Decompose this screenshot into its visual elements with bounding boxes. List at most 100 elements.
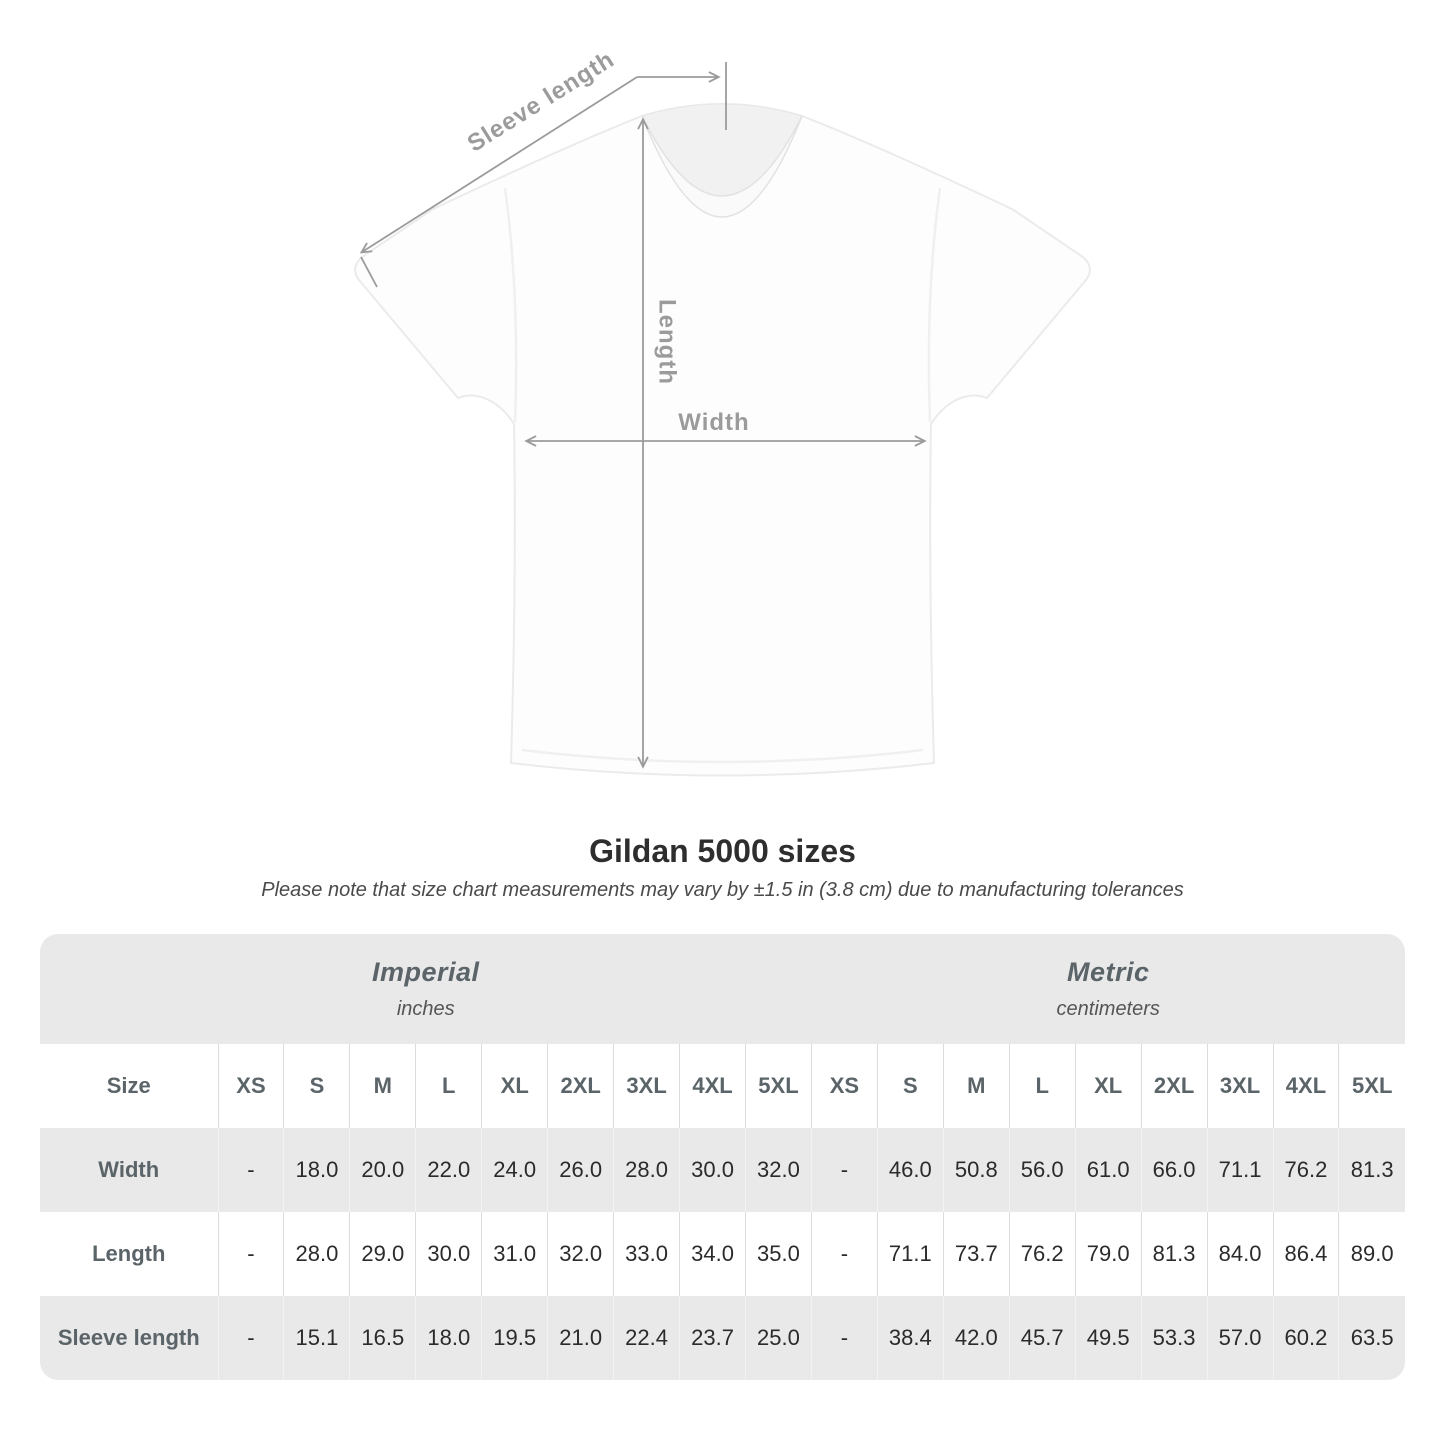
table-cell: 22.4 — [613, 1296, 680, 1381]
table-cell: 26.0 — [547, 1128, 614, 1213]
table-cell: - — [810, 1296, 878, 1381]
table-cell: - — [810, 1212, 878, 1297]
col-header-metric-xs: XS — [810, 1044, 878, 1129]
col-header-imperial-xl: XL — [481, 1044, 548, 1129]
table-cell: 45.7 — [1008, 1296, 1076, 1381]
page-title: Gildan 5000 sizes — [589, 833, 856, 869]
col-header-metric-4xl: 4XL — [1272, 1044, 1339, 1129]
width-label: Width — [678, 409, 749, 436]
table-cell: 18.0 — [415, 1296, 482, 1381]
table-cell: 50.8 — [942, 1128, 1010, 1213]
table-cell: 42.0 — [942, 1296, 1010, 1381]
table-cell: 15.1 — [283, 1296, 350, 1381]
table-cell: 84.0 — [1206, 1212, 1273, 1297]
metric-label: Metric — [1066, 957, 1150, 988]
table-cell: 79.0 — [1074, 1212, 1142, 1297]
table-cell: 61.0 — [1074, 1128, 1142, 1213]
table-cell: 32.0 — [745, 1128, 812, 1213]
table-cell: 53.3 — [1140, 1296, 1208, 1381]
table-cell: 76.2 — [1008, 1212, 1076, 1297]
table-cell: 16.5 — [349, 1296, 416, 1381]
tolerance-note: Please note that size chart measurements… — [261, 879, 1184, 902]
measurement-arrows — [359, 62, 927, 769]
table-cell: 56.0 — [1008, 1128, 1076, 1213]
col-header-metric-xl: XL — [1074, 1044, 1142, 1129]
col-header-metric-s: S — [876, 1044, 944, 1129]
table-cell: 73.7 — [942, 1212, 1010, 1297]
table-cell: - — [810, 1128, 878, 1213]
table-cell: 76.2 — [1272, 1128, 1339, 1213]
table-cell: 28.0 — [283, 1212, 350, 1297]
hem-stitch — [521, 748, 924, 764]
table-cell: - — [217, 1296, 284, 1381]
size-column-header: Size — [40, 1044, 218, 1129]
table-cell: 71.1 — [1206, 1128, 1273, 1213]
table-cell: 71.1 — [876, 1212, 944, 1297]
row-label-width: Width — [98, 1157, 160, 1183]
tshirt-graphic — [354, 103, 1091, 777]
col-header-imperial-4xl: 4XL — [679, 1044, 746, 1129]
tshirt-diagram: Sleeve length Length Width — [354, 46, 1091, 777]
table-cell: 29.0 — [349, 1212, 416, 1297]
row-label-sleeve-length: Sleeve length — [57, 1325, 200, 1351]
collar-band — [641, 115, 803, 218]
metric-unit: centimeters — [1056, 998, 1160, 1021]
table-cell: 86.4 — [1272, 1212, 1339, 1297]
col-header-metric-2xl: 2XL — [1140, 1044, 1208, 1129]
table-cell: 38.4 — [876, 1296, 944, 1381]
length-row: Length - 28.0 29.0 30.0 31.0 32.0 33.0 3… — [40, 1212, 1405, 1297]
sleeve-length-row: Sleeve length - 15.1 16.5 18.0 19.5 21.0… — [40, 1296, 1405, 1381]
table-cell: 18.0 — [283, 1128, 350, 1213]
imperial-unit: inches — [396, 998, 455, 1021]
col-header-imperial-5xl: 5XL — [745, 1044, 812, 1129]
table-cell: 49.5 — [1074, 1296, 1142, 1381]
size-chart-table-container: Imperial inches Metric centimeters Size … — [40, 934, 1405, 1381]
table-cell: 30.0 — [679, 1128, 746, 1213]
table-cell: - — [217, 1212, 284, 1297]
table-cell: 31.0 — [481, 1212, 548, 1297]
table-cell: 33.0 — [613, 1212, 680, 1297]
col-header-imperial-3xl: 3XL — [613, 1044, 680, 1129]
row-label-length: Length — [92, 1241, 166, 1267]
table-cell: 89.0 — [1338, 1212, 1405, 1297]
col-header-imperial-xs: XS — [217, 1044, 284, 1129]
width-row: Width - 18.0 20.0 22.0 24.0 26.0 28.0 30… — [40, 1128, 1405, 1213]
size-chart-table: Imperial inches Metric centimeters Size … — [40, 934, 1405, 1381]
table-cell: 24.0 — [481, 1128, 548, 1213]
table-cell: 35.0 — [745, 1212, 812, 1297]
sleeve-length-arrow — [359, 76, 638, 254]
col-header-metric-3xl: 3XL — [1206, 1044, 1273, 1129]
table-cell: 21.0 — [547, 1296, 614, 1381]
col-header-imperial-l: L — [415, 1044, 482, 1129]
table-cell: 22.0 — [415, 1128, 482, 1213]
col-header-metric-m: M — [942, 1044, 1010, 1129]
col-header-imperial-m: M — [349, 1044, 416, 1129]
size-header-row: Size XS S M L XL 2XL 3XL 4XL 5XL XS S M … — [40, 1044, 1405, 1129]
table-cell: 63.5 — [1338, 1296, 1405, 1381]
sleeve-length-tick — [360, 256, 378, 288]
table-cell: 66.0 — [1140, 1128, 1208, 1213]
col-header-imperial-2xl: 2XL — [547, 1044, 614, 1129]
table-cell: 60.2 — [1272, 1296, 1339, 1381]
table-cell: 19.5 — [481, 1296, 548, 1381]
length-label: Length — [654, 299, 681, 385]
col-header-metric-5xl: 5XL — [1338, 1044, 1405, 1129]
table-cell: 23.7 — [679, 1296, 746, 1381]
unit-group-row: Imperial inches Metric centimeters — [40, 934, 1405, 1045]
table-cell: 81.3 — [1338, 1128, 1405, 1213]
table-cell: 20.0 — [349, 1128, 416, 1213]
table-cell: 57.0 — [1206, 1296, 1273, 1381]
table-cell: 28.0 — [613, 1128, 680, 1213]
col-header-metric-l: L — [1008, 1044, 1076, 1129]
left-sleeve-seam — [503, 187, 518, 423]
imperial-group-header: Imperial inches — [40, 934, 812, 1045]
col-header-imperial-s: S — [283, 1044, 350, 1129]
table-cell: 81.3 — [1140, 1212, 1208, 1297]
table-cell: 25.0 — [745, 1296, 812, 1381]
table-cell: 34.0 — [679, 1212, 746, 1297]
metric-group-header: Metric centimeters — [811, 934, 1405, 1045]
right-sleeve-seam — [927, 187, 942, 423]
table-cell: 30.0 — [415, 1212, 482, 1297]
table-cell: 32.0 — [547, 1212, 614, 1297]
